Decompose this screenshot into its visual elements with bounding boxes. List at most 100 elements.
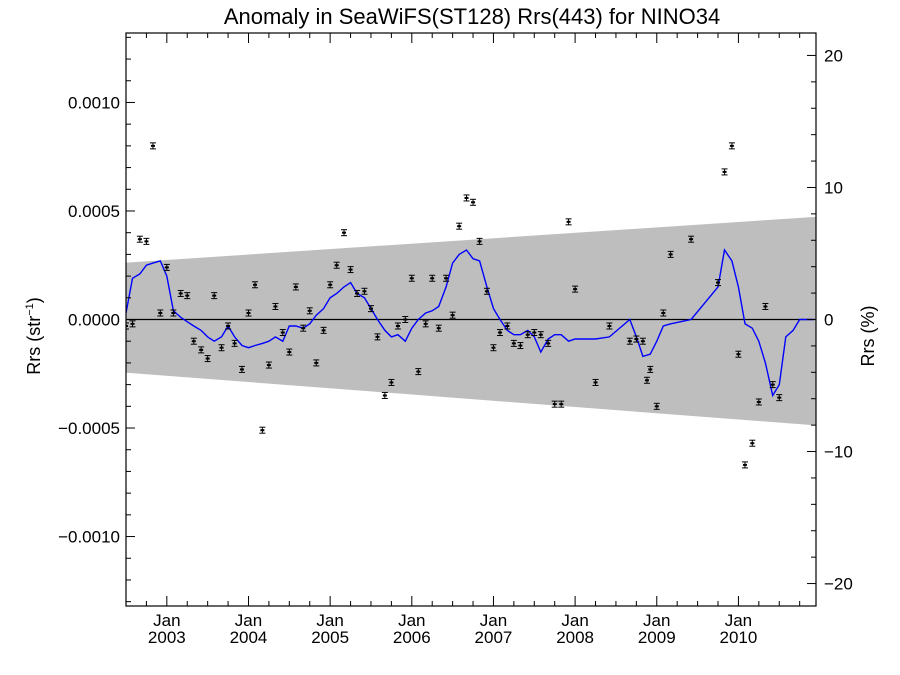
data-point <box>272 302 279 310</box>
point-marker <box>137 238 142 241</box>
data-point <box>402 316 409 323</box>
point-marker <box>287 351 292 354</box>
point-marker <box>395 325 400 328</box>
point-marker <box>253 283 258 286</box>
data-point <box>531 329 538 337</box>
data-point <box>136 235 143 243</box>
data-point <box>504 322 511 330</box>
data-point <box>449 311 456 319</box>
point-marker <box>342 231 347 234</box>
point-marker <box>729 144 734 147</box>
point-marker <box>273 305 278 308</box>
point-marker <box>777 396 782 399</box>
point-marker <box>648 368 653 371</box>
data-point <box>551 400 558 408</box>
data-point <box>517 342 524 350</box>
data-point <box>735 350 742 358</box>
point-marker <box>436 327 441 330</box>
data-point <box>490 344 497 352</box>
data-point <box>327 281 334 289</box>
data-point <box>198 346 205 354</box>
point-marker <box>307 309 312 312</box>
x-tick-year: 2003 <box>148 628 186 647</box>
data-point <box>470 198 477 206</box>
point-marker <box>423 322 428 325</box>
data-point <box>626 337 633 345</box>
data-point <box>279 329 286 337</box>
point-marker <box>219 346 224 349</box>
point-marker <box>150 144 155 147</box>
data-point <box>443 274 450 282</box>
plot-area <box>126 142 816 469</box>
data-point <box>769 381 776 389</box>
data-point <box>252 281 259 289</box>
point-marker <box>382 394 387 397</box>
point-marker <box>375 335 380 338</box>
point-marker <box>450 314 455 317</box>
x-tick-month: Jan <box>398 611 425 630</box>
point-marker <box>389 381 394 384</box>
point-marker <box>171 311 176 314</box>
data-point <box>592 378 599 386</box>
data-point <box>184 292 191 300</box>
data-point <box>218 344 225 352</box>
point-marker <box>750 442 755 445</box>
data-point <box>558 400 565 408</box>
data-point <box>374 333 381 341</box>
data-point <box>320 326 327 334</box>
data-point <box>647 365 654 373</box>
data-point <box>755 398 762 406</box>
point-marker <box>368 307 373 310</box>
point-marker <box>573 288 578 291</box>
point-marker <box>416 370 421 373</box>
data-point <box>231 339 238 347</box>
point-marker <box>266 364 271 367</box>
data-point <box>762 302 769 310</box>
point-marker <box>212 294 217 297</box>
point-marker <box>668 253 673 256</box>
data-point <box>381 391 388 399</box>
x-tick-month: Jan <box>480 611 507 630</box>
y2-tick-label: 10 <box>824 178 843 197</box>
point-marker <box>546 342 551 345</box>
point-marker <box>328 283 333 286</box>
data-point <box>149 142 156 150</box>
data-point <box>688 235 695 243</box>
data-point <box>143 237 150 245</box>
data-point <box>367 305 374 313</box>
point-marker <box>232 342 237 345</box>
data-point <box>354 289 361 297</box>
data-point <box>715 279 722 287</box>
data-point <box>361 287 368 295</box>
y2-tick-label: 20 <box>824 46 843 65</box>
point-marker <box>634 338 639 341</box>
point-marker <box>191 340 196 343</box>
data-point <box>435 324 442 332</box>
y-tick-label: 0.0010 <box>68 93 120 112</box>
point-marker <box>763 305 768 308</box>
point-marker <box>661 311 666 314</box>
y-tick-label: 0.0005 <box>68 202 120 221</box>
point-marker <box>742 463 747 466</box>
point-marker <box>552 403 557 406</box>
data-point <box>456 222 463 230</box>
data-point <box>537 331 544 339</box>
point-marker <box>226 325 231 328</box>
x-tick-month: Jan <box>235 611 262 630</box>
point-marker <box>199 348 204 351</box>
point-marker <box>770 383 775 386</box>
point-marker <box>518 344 523 347</box>
data-point <box>639 337 646 345</box>
point-marker <box>355 292 360 295</box>
data-point <box>749 439 756 447</box>
data-point <box>225 322 232 330</box>
x-tick-year: 2007 <box>475 628 513 647</box>
point-marker <box>362 290 367 293</box>
point-marker <box>430 277 435 280</box>
data-point <box>415 368 422 376</box>
data-point <box>259 426 266 434</box>
data-point <box>129 320 136 328</box>
data-point <box>667 250 674 258</box>
data-point <box>572 285 579 293</box>
data-point <box>476 237 483 245</box>
